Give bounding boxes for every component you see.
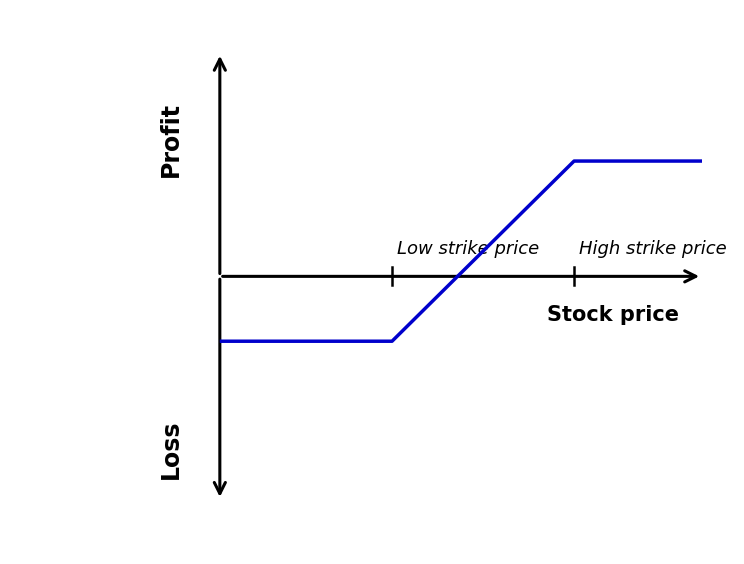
Text: Loss: Loss: [158, 420, 182, 479]
Text: Low strike price: Low strike price: [397, 240, 539, 258]
Text: High strike price: High strike price: [579, 240, 727, 258]
Text: Stock price: Stock price: [548, 305, 679, 325]
Text: Profit: Profit: [158, 102, 182, 177]
